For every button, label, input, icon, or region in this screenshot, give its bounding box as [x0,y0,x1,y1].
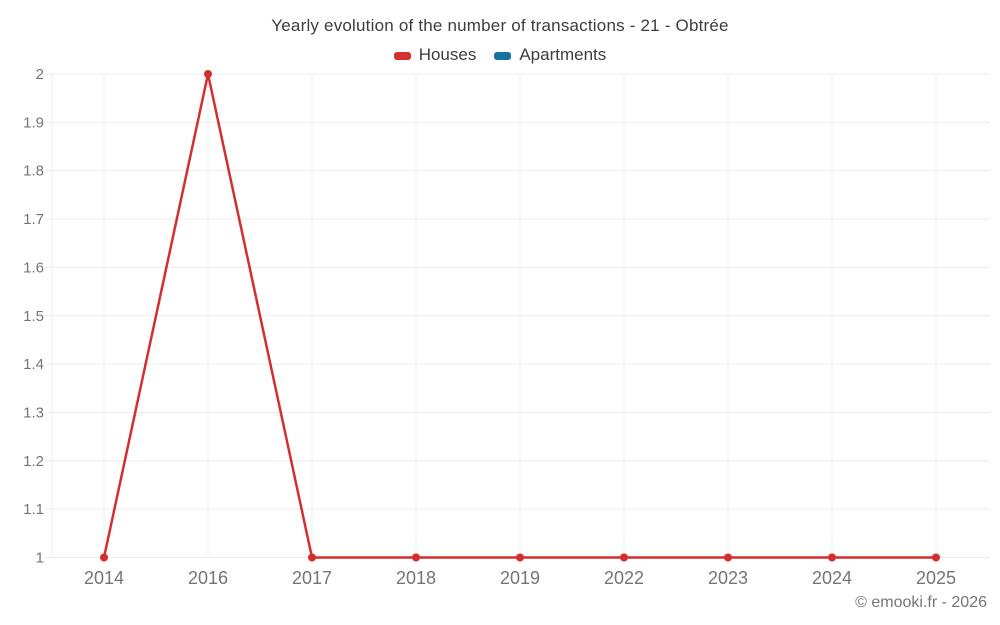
legend-label-apartments: Apartments [519,45,607,64]
apartments-series-swatch-icon [494,51,512,60]
svg-text:1.6: 1.6 [23,259,44,276]
svg-text:1.9: 1.9 [23,114,44,131]
svg-text:1.4: 1.4 [23,356,44,373]
svg-text:1.1: 1.1 [23,501,44,518]
chart-legend: Houses Apartments [0,45,1000,65]
svg-text:2: 2 [36,66,44,83]
svg-text:1.2: 1.2 [23,453,44,470]
svg-text:1: 1 [36,550,44,567]
svg-text:2025: 2025 [916,568,956,588]
copyright-credit: © emooki.fr - 2026 [855,594,987,611]
svg-text:1.7: 1.7 [23,211,44,228]
legend-label-houses: Houses [418,45,477,64]
svg-text:2023: 2023 [708,568,748,588]
svg-text:1.3: 1.3 [23,404,44,421]
svg-text:2022: 2022 [604,568,644,588]
svg-text:2014: 2014 [84,568,124,588]
chart-title: Yearly evolution of the number of transa… [271,16,729,35]
houses-series-swatch-icon [393,51,411,60]
svg-text:1.5: 1.5 [23,308,44,325]
svg-text:2019: 2019 [500,568,540,588]
svg-text:2018: 2018 [396,568,436,588]
svg-text:2017: 2017 [292,568,332,588]
legend-item-apartments[interactable]: Apartments [494,45,606,65]
svg-text:2024: 2024 [812,568,852,588]
svg-text:1.8: 1.8 [23,163,44,180]
svg-text:2016: 2016 [188,568,228,588]
legend-item-houses[interactable]: Houses [393,45,477,65]
